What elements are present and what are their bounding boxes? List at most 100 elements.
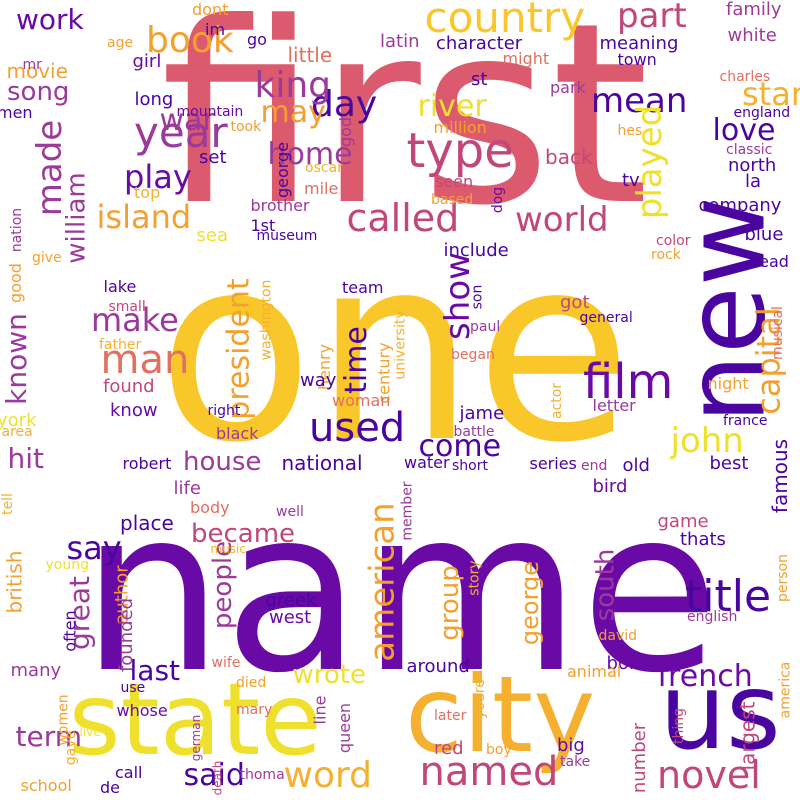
word-dont: dont xyxy=(192,0,229,19)
word-book: book xyxy=(146,20,234,61)
word-largest: largest xyxy=(734,701,759,771)
word-work: work xyxy=(16,3,84,36)
word-war: war xyxy=(159,103,215,138)
word-bird: bird xyxy=(592,476,628,497)
word-wrote: wrote xyxy=(292,660,366,690)
word-music: music xyxy=(210,542,246,556)
word-state: state xyxy=(68,661,322,778)
word-life: life xyxy=(173,478,201,499)
word-died: died xyxy=(236,675,267,691)
word-tv: tv xyxy=(622,170,640,191)
word-tell: tell xyxy=(0,493,16,515)
word-company: company xyxy=(698,195,782,216)
word-german: german xyxy=(189,714,204,762)
word-one: one xyxy=(157,201,633,499)
word-mile: mile xyxy=(304,179,339,198)
word-sea: sea xyxy=(196,225,228,246)
word-famous: famous xyxy=(768,438,793,514)
word-river: river xyxy=(417,89,487,124)
word-house: house xyxy=(183,447,262,477)
word-movie: movie xyxy=(6,59,68,83)
word-york: york xyxy=(0,410,37,431)
word-term: term xyxy=(15,720,83,753)
word-known: known xyxy=(0,313,33,405)
word-city: city xyxy=(405,653,596,776)
word-mary: mary xyxy=(236,702,273,718)
word-oscar: oscar xyxy=(305,160,343,176)
word-born: born xyxy=(606,653,648,674)
word-youre: youre xyxy=(471,679,488,719)
word-title: title xyxy=(685,571,772,622)
word-actor: actor xyxy=(549,382,566,420)
word-head: head xyxy=(749,252,789,271)
word-got: got xyxy=(560,292,590,313)
word-go: go xyxy=(247,30,267,49)
word-began: began xyxy=(451,347,495,363)
word-might: might xyxy=(502,49,550,68)
word-red: red xyxy=(434,738,464,759)
word-meaning: meaning xyxy=(599,33,679,54)
word-big: big xyxy=(557,735,585,756)
word-latin: latin xyxy=(380,31,420,52)
word-small: small xyxy=(108,299,146,315)
word-john: john xyxy=(670,421,744,461)
word-come: come xyxy=(418,429,502,464)
word-group: group xyxy=(434,565,465,641)
word-boy: boy xyxy=(486,742,512,758)
word-america: america xyxy=(776,661,793,719)
word-called: called xyxy=(346,196,460,240)
word-england: england xyxy=(733,105,791,121)
word-said: said xyxy=(183,758,245,793)
word-young: young xyxy=(45,557,89,573)
word-live: live xyxy=(79,725,101,739)
word-around: around xyxy=(406,656,470,677)
word-know: know xyxy=(110,400,158,421)
word-top: top xyxy=(134,183,161,202)
word-hes: hes xyxy=(617,123,643,139)
word-jame: jame xyxy=(459,403,505,424)
word-letter: letter xyxy=(592,396,636,415)
word-place: place xyxy=(120,511,174,535)
word-us: us xyxy=(659,650,781,773)
word-part: part xyxy=(617,0,687,36)
word-color: color xyxy=(656,233,691,249)
word-country: country xyxy=(424,0,586,42)
word-british: british xyxy=(1,550,26,614)
word-im: im xyxy=(205,20,226,39)
word-hit: hit xyxy=(7,442,45,475)
word-include: include xyxy=(443,240,509,261)
word-woman: woman xyxy=(332,391,391,410)
word-home: home xyxy=(267,137,353,172)
word-thoma: thoma xyxy=(239,767,285,783)
word-david: david xyxy=(598,628,638,644)
word-love: love xyxy=(712,113,776,148)
word-character: character xyxy=(436,33,523,54)
word-way: way xyxy=(300,370,337,391)
word-university: university xyxy=(392,310,409,380)
word-lake: lake xyxy=(103,277,137,296)
word-st: st xyxy=(471,69,488,90)
word-type: type xyxy=(406,123,514,179)
word-make: make xyxy=(91,301,179,339)
word-best: best xyxy=(709,453,749,474)
word-became: became xyxy=(191,519,296,549)
word-took: took xyxy=(230,119,262,135)
word-old: old xyxy=(622,455,650,476)
word-year: year xyxy=(134,108,228,157)
word-game: game xyxy=(657,511,709,532)
word-nation: nation xyxy=(9,207,26,253)
word-thats: thats xyxy=(680,529,726,550)
word-many: many xyxy=(10,660,62,681)
word-name: name xyxy=(81,460,720,723)
word-national: national xyxy=(281,451,363,475)
word-end: end xyxy=(581,458,608,474)
word-man: man xyxy=(100,337,190,383)
word-say: say xyxy=(66,529,122,567)
word-museum: museum xyxy=(256,228,318,244)
word-charles: charles xyxy=(719,69,771,85)
word-day: day xyxy=(311,84,378,125)
word-used: used xyxy=(309,405,406,451)
word-park: park xyxy=(550,78,586,97)
word-god: god xyxy=(336,116,356,148)
word-give: give xyxy=(32,250,62,266)
